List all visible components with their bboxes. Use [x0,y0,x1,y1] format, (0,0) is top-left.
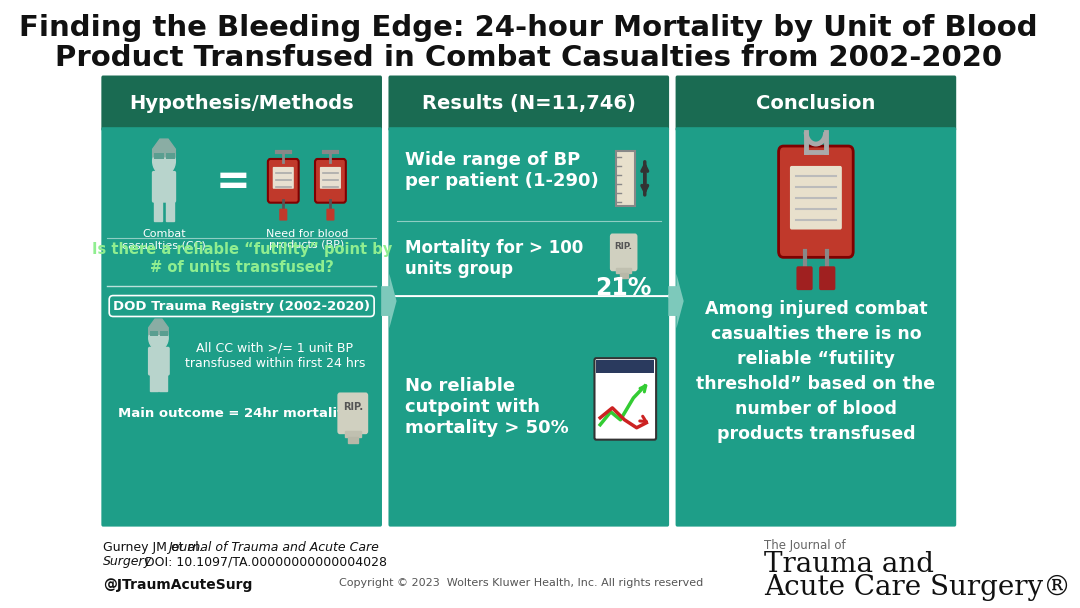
Bar [165,153,175,159]
Text: Results (N=11,746): Results (N=11,746) [422,94,636,113]
Polygon shape [149,319,168,334]
FancyBboxPatch shape [616,151,635,206]
Text: Conclusion: Conclusion [756,94,876,113]
FancyBboxPatch shape [337,393,368,434]
Text: The Journal of: The Journal of [764,539,846,551]
FancyBboxPatch shape [389,297,670,527]
FancyBboxPatch shape [779,146,853,257]
FancyBboxPatch shape [268,159,299,202]
Polygon shape [152,139,175,157]
Text: Among injured combat
casualties there is no
reliable “futility
threshold” based : Among injured combat casualties there is… [697,300,935,443]
FancyBboxPatch shape [789,166,841,229]
Circle shape [152,147,175,175]
Text: Copyright © 2023  Wolters Kluwer Health, Inc. All rights reserved: Copyright © 2023 Wolters Kluwer Health, … [338,578,703,589]
Circle shape [149,326,168,350]
FancyBboxPatch shape [102,75,382,131]
Text: All CC with >/= 1 unit BP
transfused within first 24 hrs: All CC with >/= 1 unit BP transfused wit… [185,342,365,370]
Text: Wide range of BP
per patient (1-290): Wide range of BP per patient (1-290) [405,151,598,190]
Bar [165,201,174,221]
Bar [620,273,627,278]
FancyArrow shape [381,274,396,328]
Bar [150,373,158,392]
FancyBboxPatch shape [594,358,657,440]
FancyArrow shape [669,274,684,328]
Bar [150,331,159,336]
Text: No reliable
cutpoint with
mortality > 50%: No reliable cutpoint with mortality > 50… [405,377,568,437]
Text: Main outcome = 24hr mortality: Main outcome = 24hr mortality [118,407,352,420]
Text: 21%: 21% [595,276,652,300]
Text: Finding the Bleeding Edge: 24-hour Mortality by Unit of Blood: Finding the Bleeding Edge: 24-hour Morta… [19,14,1038,42]
FancyBboxPatch shape [676,75,956,131]
Text: Journal of Trauma and Acute Care: Journal of Trauma and Acute Care [167,541,379,553]
FancyBboxPatch shape [102,127,382,527]
Text: RIP.: RIP. [615,242,633,251]
FancyBboxPatch shape [273,167,294,188]
FancyBboxPatch shape [796,266,812,290]
Text: Hypothesis/Methods: Hypothesis/Methods [130,94,354,113]
Text: DOD Trauma Registry (2002-2020): DOD Trauma Registry (2002-2020) [113,300,370,313]
Text: Trauma and: Trauma and [764,551,934,578]
Bar [348,437,357,443]
FancyBboxPatch shape [315,159,346,202]
FancyBboxPatch shape [596,360,654,373]
FancyBboxPatch shape [389,127,670,295]
Text: Product Transfused in Combat Casualties from 2002-2020: Product Transfused in Combat Casualties … [55,44,1002,72]
FancyBboxPatch shape [610,233,637,271]
Text: Need for blood
products (BP): Need for blood products (BP) [266,229,348,250]
Text: @JTraumAcuteSurg: @JTraumAcuteSurg [103,578,253,592]
Text: Combat
casualties (CC): Combat casualties (CC) [122,229,206,250]
Text: Is there a reliable “futility” point by
# of units transfused?: Is there a reliable “futility” point by … [92,242,392,275]
Text: Surgery: Surgery [103,556,152,568]
Text: RIP.: RIP. [342,402,363,412]
FancyBboxPatch shape [320,167,341,188]
Text: =: = [216,161,251,203]
Text: . DOI: 10.1097/TA.00000000000004028: . DOI: 10.1097/TA.00000000000004028 [137,556,387,568]
Bar [154,201,162,221]
Text: Gurney JM et al.: Gurney JM et al. [103,541,206,553]
FancyBboxPatch shape [152,171,176,202]
Bar [617,268,631,273]
FancyBboxPatch shape [819,266,835,290]
Bar [345,431,361,437]
FancyBboxPatch shape [148,347,170,376]
FancyBboxPatch shape [389,75,670,131]
Text: Mortality for > 100
units group: Mortality for > 100 units group [405,239,583,278]
Bar [159,373,166,392]
FancyBboxPatch shape [326,209,335,221]
Text: Acute Care Surgery®: Acute Care Surgery® [764,575,1071,601]
Bar [160,331,168,336]
FancyBboxPatch shape [676,127,956,527]
FancyBboxPatch shape [280,209,287,221]
Bar [154,153,164,159]
